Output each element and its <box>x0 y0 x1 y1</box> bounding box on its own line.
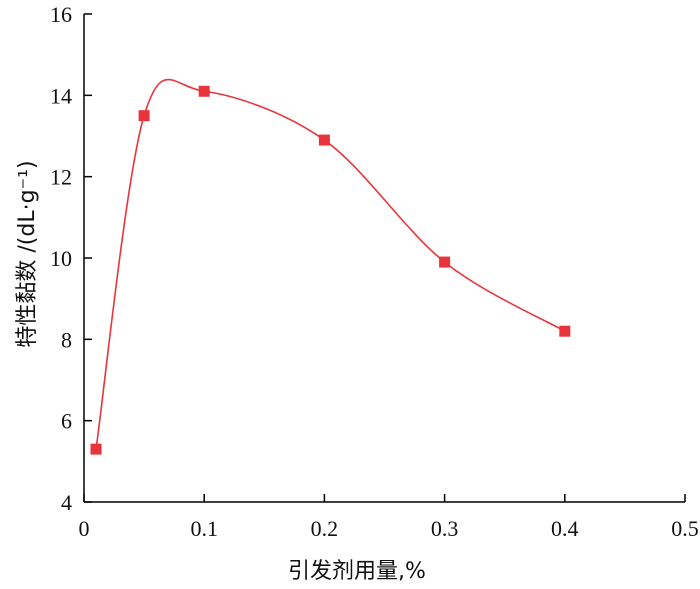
y-tick-label: 14 <box>50 83 72 108</box>
y-tick-label: 8 <box>61 327 72 352</box>
x-tick-label: 0 <box>79 516 90 541</box>
data-point <box>198 85 210 97</box>
x-tick-label: 0.3 <box>431 516 459 541</box>
y-axis-label: 特性黏数 /(dL·g⁻¹) <box>15 160 40 347</box>
data-point <box>439 256 451 268</box>
x-tick-label: 0.2 <box>311 516 339 541</box>
data-point <box>90 443 102 455</box>
data-point <box>318 134 330 146</box>
y-tick-label: 6 <box>61 409 72 434</box>
x-axis-label: 引发剂用量,% <box>288 559 426 584</box>
series-line <box>95 78 566 450</box>
x-tick-label: 0.5 <box>671 516 699 541</box>
data-point <box>138 110 150 122</box>
data-point <box>559 325 571 337</box>
x-tick-label: 0.1 <box>190 516 218 541</box>
x-ticks: 0 0.1 0.2 0.3 0.4 0.5 <box>79 494 699 541</box>
y-tick-label: 12 <box>50 165 72 190</box>
axes <box>83 14 685 503</box>
x-tick-label: 0.4 <box>551 516 579 541</box>
y-ticks: 4 6 8 10 12 14 16 <box>50 2 92 515</box>
y-tick-label: 4 <box>61 490 72 515</box>
y-tick-label: 10 <box>50 246 72 271</box>
y-tick-label: 16 <box>50 2 72 27</box>
plot-area <box>90 78 571 455</box>
